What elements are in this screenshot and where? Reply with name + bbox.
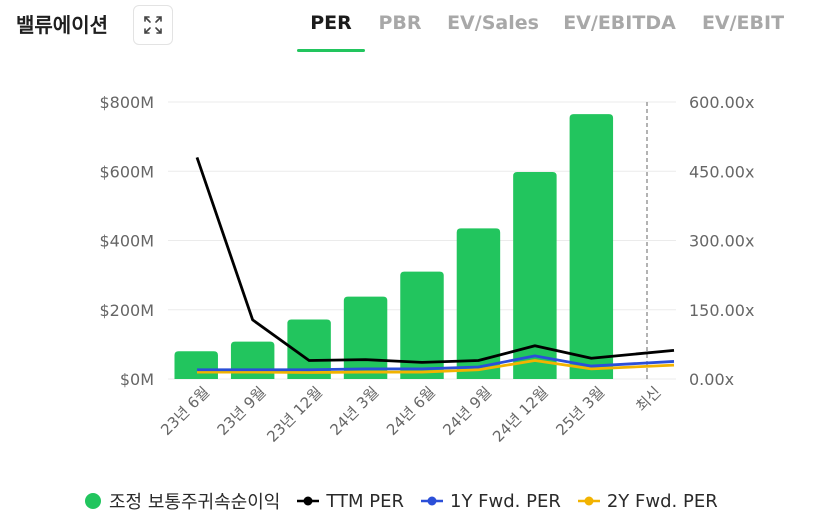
legend-label: 조정 보통주귀속순이익	[109, 492, 281, 513]
left-axis-tick-label: $600M	[99, 162, 154, 181]
x-axis-tick-label: 24년 3월	[327, 383, 383, 439]
left-axis-tick-label: $200M	[99, 301, 154, 320]
tab-per[interactable]: PER	[297, 12, 365, 52]
bar	[456, 228, 501, 379]
valuation-chart: $0M $200M $400M $600M $800M 0.00x 150.00x 300.0…	[99, 93, 754, 446]
x-axis-tick-label: 23년 12월	[263, 383, 326, 446]
x-axis-tick-label: 24년 6월	[383, 383, 439, 439]
x-axis-tick-label: 23년 6월	[157, 383, 213, 439]
legend-label: 2Y Fwd. PER	[606, 490, 718, 512]
bar	[400, 271, 444, 379]
legend-line-icon	[577, 496, 600, 506]
legend-dot-icon	[85, 493, 101, 509]
left-axis-tick-label: $800M	[99, 93, 154, 112]
bar	[287, 319, 331, 379]
bar	[343, 296, 388, 379]
fwd-1y-per-line	[197, 354, 675, 372]
x-axis-tick-label: 24년 12월	[489, 383, 552, 446]
expand-icon	[144, 16, 162, 34]
fwd-2y-per-line	[197, 359, 675, 374]
left-axis-tick-label: $0M	[120, 370, 154, 389]
legend-label: 1Y Fwd. PER	[450, 490, 561, 512]
ttm-per-line	[195, 156, 675, 364]
right-axis-tick-label: 600.00x	[689, 93, 754, 112]
bar	[513, 171, 557, 379]
legend-item-ttm-per[interactable]: TTM PER	[296, 491, 404, 512]
left-axis-tick-label: $400M	[99, 232, 154, 251]
tab-ev-ebit[interactable]: EV/EBIT	[701, 12, 785, 34]
legend-line-icon	[421, 496, 443, 506]
legend-item-net-income[interactable]: 조정 보통주귀속순이익	[83, 488, 280, 514]
legend-item-1y-fwd-per[interactable]: 1Y Fwd. PER	[420, 491, 561, 512]
tab-ev-ebitda[interactable]: EV/EBITDA	[563, 12, 676, 34]
bar	[174, 351, 218, 379]
right-axis-tick-label: 450.00x	[689, 162, 754, 181]
page-title: 밸류에이션	[16, 13, 108, 37]
right-axis-tick-label: 0.00x	[689, 370, 734, 389]
chart-legend: 조정 보통주귀속순이익 TTM PER 1Y Fwd. PER 2Y Fwd. …	[83, 488, 734, 514]
x-axis-tick-label: 최신	[632, 383, 664, 415]
right-axis-tick-label: 150.00x	[689, 301, 754, 320]
x-axis-tick-label: 25년 3월	[552, 383, 608, 439]
expand-button[interactable]	[133, 5, 173, 45]
right-axis-tick-label: 300.00x	[689, 232, 754, 251]
legend-line-icon	[297, 496, 320, 506]
bar	[569, 114, 614, 380]
tab-pbr[interactable]: PBR	[378, 12, 422, 34]
legend-item-2y-fwd-per[interactable]: 2Y Fwd. PER	[577, 491, 718, 512]
legend-label: TTM PER	[326, 490, 404, 512]
x-axis-tick-label: 24년 9월	[439, 383, 495, 439]
tab-ev-sales[interactable]: EV/Sales	[447, 12, 539, 34]
x-axis-tick-label: 23년 9월	[214, 383, 270, 439]
